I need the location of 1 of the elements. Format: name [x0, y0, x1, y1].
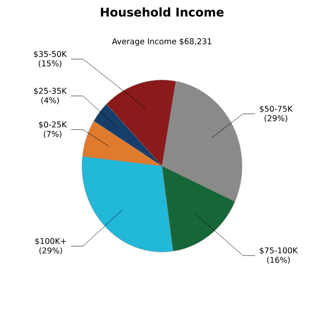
chart-title: Household Income	[100, 7, 224, 17]
